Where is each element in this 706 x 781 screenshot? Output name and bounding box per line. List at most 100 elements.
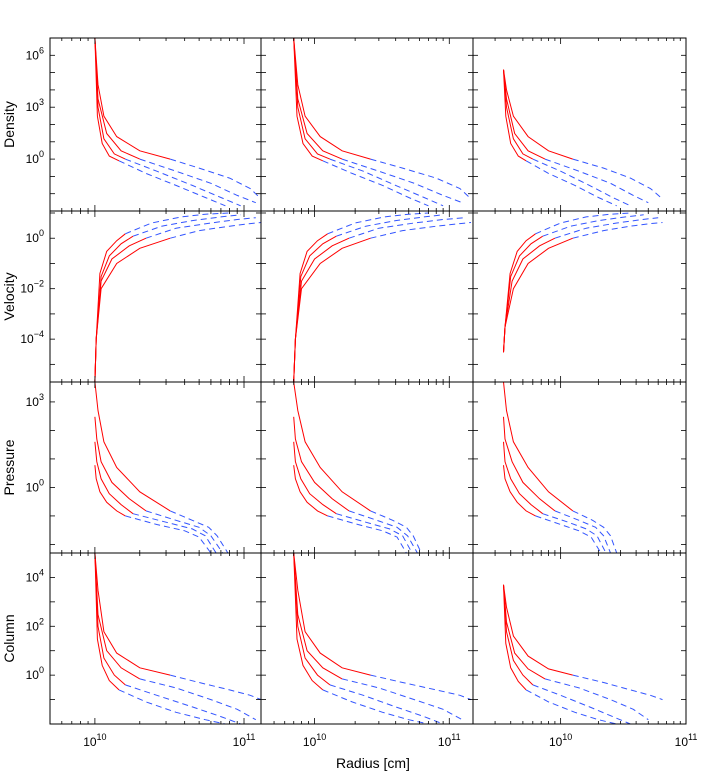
panel-density-2: [260, 37, 474, 212]
solid-line-3: [94, 441, 134, 515]
row-label-velocity: Velocity: [1, 272, 17, 320]
panel-ticks: [49, 552, 261, 725]
panel-frame: [49, 381, 262, 554]
x-tick-label: 1010: [83, 732, 106, 749]
solid-line-4: [503, 584, 527, 691]
panel-velocity-3: [472, 210, 687, 383]
panel-frame: [49, 37, 262, 212]
solid-line-4: [94, 553, 120, 691]
y-tick-label: 100: [26, 477, 44, 494]
dashed-line-2: [145, 510, 224, 553]
dashed-line-2: [341, 158, 463, 204]
dashed-line-3: [329, 158, 444, 207]
panel-pressure-1: [49, 381, 262, 554]
y-tick-label: 103: [26, 97, 44, 114]
solid-line-1: [503, 382, 574, 512]
solid-line-3: [94, 553, 126, 686]
solid-line-3: [503, 69, 534, 160]
panel-series: [503, 212, 663, 353]
x-tick-label: 1011: [675, 732, 698, 749]
solid-line-2: [293, 237, 350, 382]
y-tick-label: 10−2: [20, 279, 44, 296]
panel-frame: [472, 210, 687, 383]
panel-series: [94, 212, 261, 382]
dashed-line-2: [554, 217, 659, 239]
panel-frame: [49, 552, 262, 725]
y-tick-label: 100: [26, 228, 44, 245]
panel-ticks: [260, 382, 473, 553]
solid-line-4: [503, 69, 527, 162]
panel-ticks: [472, 37, 687, 212]
dashed-line-1: [170, 158, 261, 200]
solid-line-3: [293, 553, 331, 686]
row-label-column: Column: [1, 614, 17, 662]
dashed-line-2: [341, 678, 463, 721]
panel-series: [94, 553, 261, 724]
dashed-line-3: [532, 158, 631, 207]
panel-frame: [472, 552, 687, 725]
dashed-line-4: [125, 212, 230, 235]
panel-series: [503, 382, 618, 553]
dashed-line-1: [170, 222, 261, 239]
solid-line-1: [503, 584, 573, 676]
x-axis-label: Radius [cm]: [336, 755, 410, 771]
labels-layer: 100 103 106 10−4 10−2 100 100 103 100 102 104 1010 1…: [1, 45, 697, 749]
dashed-line-3: [125, 158, 241, 207]
solid-line-4: [293, 465, 328, 517]
solid-line-2: [94, 237, 147, 382]
dashed-line-3: [125, 684, 241, 724]
solid-line-1: [503, 69, 573, 160]
dashed-line-2: [544, 158, 649, 204]
panel-ticks: [49, 382, 261, 553]
panel-series: [94, 38, 261, 207]
dashed-line-2: [348, 217, 465, 239]
solid-line-1: [293, 553, 371, 676]
solid-line-2: [293, 416, 350, 512]
panel-ticks: [260, 37, 473, 212]
dashed-line-1: [170, 510, 229, 553]
dashed-line-3: [336, 214, 444, 237]
panel-ticks: [472, 552, 687, 725]
dashed-line-4: [322, 689, 429, 724]
dashed-line-4: [327, 515, 407, 553]
panel-frame: [472, 37, 687, 212]
solid-line-4: [94, 38, 120, 162]
panel-pressure-3: [472, 381, 687, 554]
dashed-line-2: [139, 678, 257, 721]
row-label-density: Density: [1, 101, 17, 148]
x-tick-label: 1011: [438, 732, 461, 749]
x-tick-label: 1010: [303, 732, 326, 749]
dashed-line-3: [542, 513, 607, 553]
dashed-line-1: [170, 674, 261, 701]
panel-series: [293, 38, 472, 207]
dashed-line-3: [532, 684, 631, 724]
solid-line-3: [503, 441, 544, 515]
dashed-line-4: [535, 515, 602, 553]
dashed-line-2: [348, 510, 418, 553]
solid-line-4: [94, 465, 126, 517]
panel-velocity-2: [260, 210, 474, 383]
solid-line-1: [94, 553, 171, 676]
dashed-line-4: [525, 689, 617, 724]
solid-line-1: [293, 38, 371, 160]
solid-line-3: [293, 235, 337, 382]
panel-column-2: [260, 552, 474, 725]
dashed-line-1: [370, 222, 472, 239]
dashed-line-4: [525, 160, 617, 207]
dashed-line-1: [370, 674, 472, 701]
solid-line-2: [503, 416, 556, 512]
solid-line-1: [94, 237, 171, 382]
solid-line-4: [293, 38, 324, 162]
panel-series: [293, 212, 472, 382]
dashed-line-2: [139, 158, 256, 204]
dashed-line-3: [132, 214, 241, 237]
solid-line-3: [503, 584, 534, 686]
dashed-line-1: [370, 158, 472, 200]
x-tick-label: 1011: [233, 732, 256, 749]
solid-line-1: [503, 237, 573, 353]
dashed-line-1: [572, 222, 663, 239]
solid-line-4: [503, 465, 536, 517]
panels-layer: [49, 37, 687, 725]
panel-series: [503, 69, 663, 207]
dashed-line-3: [336, 513, 413, 553]
